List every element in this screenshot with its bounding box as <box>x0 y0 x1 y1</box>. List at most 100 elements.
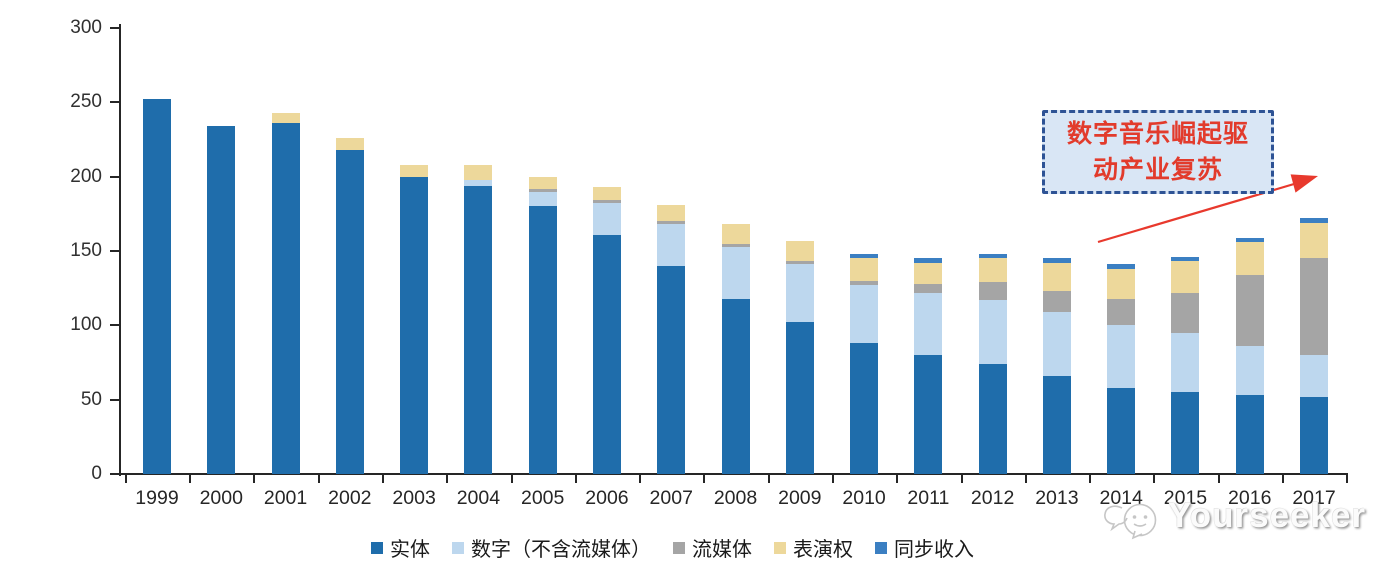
x-axis-tick <box>767 475 770 483</box>
bar-segment-实体-2011 <box>914 355 943 474</box>
bar-segment-实体-2002 <box>335 149 364 474</box>
y-axis-tick <box>110 175 121 178</box>
bar-segment-同步收入-2014 <box>1107 264 1136 269</box>
x-axis-label-2014: 2014 <box>1099 487 1143 509</box>
bar-segment-实体-2015 <box>1171 392 1200 474</box>
bar-segment-数字（不含流媒体）-2010 <box>850 285 879 344</box>
watermark: Yourseeker <box>1102 496 1366 546</box>
bar-segment-表演权-2015 <box>1171 261 1200 293</box>
bar-segment-流媒体-2010 <box>850 280 879 286</box>
bar-segment-实体-2004 <box>464 185 493 474</box>
x-axis-label-2005: 2005 <box>520 487 565 509</box>
bar-segment-表演权-2017 <box>1300 222 1329 259</box>
bar-segment-实体-2006 <box>592 234 621 474</box>
x-axis-label-2017: 2017 <box>1292 487 1336 509</box>
bar-segment-流媒体-2009 <box>785 261 814 265</box>
y-axis-label: 200 <box>70 165 102 187</box>
bar-segment-表演权-2011 <box>914 262 943 284</box>
bar-segment-数字（不含流媒体）-2007 <box>657 224 686 266</box>
x-axis-label-1999: 1999 <box>135 487 179 509</box>
legend-swatch-icon <box>875 541 887 554</box>
x-axis-tick <box>831 475 834 483</box>
x-axis-tick <box>1089 475 1092 483</box>
x-axis-label-2000: 2000 <box>199 487 243 509</box>
bar-segment-表演权-2012 <box>978 258 1007 283</box>
bar-segment-表演权-2002 <box>335 138 364 150</box>
legend-swatch-icon <box>774 541 786 554</box>
legend-swatch-icon <box>452 541 464 554</box>
watermark-text: Yourseeker <box>1168 496 1367 535</box>
bar-segment-表演权-2003 <box>400 164 429 177</box>
bar-segment-实体-2014 <box>1107 387 1136 474</box>
x-axis-label-2004: 2004 <box>456 487 501 509</box>
bar-segment-表演权-2016 <box>1235 242 1264 275</box>
bar-segment-数字（不含流媒体）-2005 <box>528 191 557 207</box>
bar-segment-数字（不含流媒体）-2015 <box>1171 332 1200 393</box>
legend-item-同步收入: 同步收入 <box>875 533 974 562</box>
x-axis-label-2003: 2003 <box>392 487 436 509</box>
bar-segment-实体-2009 <box>785 322 814 474</box>
x-axis-label-2007: 2007 <box>649 487 693 509</box>
legend-item-流媒体: 流媒体 <box>673 533 752 562</box>
bar-segment-表演权-2010 <box>850 258 879 281</box>
x-axis-tick <box>510 475 513 483</box>
x-axis-tick <box>124 475 127 483</box>
bar-segment-实体-2008 <box>721 298 750 474</box>
x-axis-tick <box>639 475 642 483</box>
bar-segment-表演权-2006 <box>592 187 621 201</box>
x-axis-tick <box>381 475 384 483</box>
y-axis-tick <box>110 27 121 29</box>
y-axis-label: 300 <box>70 17 102 38</box>
x-axis-tick <box>703 475 706 483</box>
bar-segment-同步收入-2012 <box>978 253 1007 259</box>
bar-segment-流媒体-2007 <box>657 221 686 225</box>
x-axis-tick <box>1281 475 1284 483</box>
x-axis-label-2009: 2009 <box>778 487 822 509</box>
legend: 实体 数字（不含流媒体） 流媒体 表演权 同步收入 <box>0 533 1345 562</box>
bar-segment-实体-2000 <box>207 126 236 474</box>
bar-segment-流媒体-2014 <box>1107 298 1136 326</box>
bar-segment-实体-2003 <box>400 176 429 474</box>
x-axis-label-2011: 2011 <box>907 487 950 509</box>
legend-swatch-icon <box>371 541 383 554</box>
bar-segment-数字（不含流媒体）-2011 <box>914 292 943 356</box>
bar-segment-数字（不含流媒体）-2014 <box>1107 325 1136 388</box>
y-axis-label: 150 <box>70 240 102 261</box>
bar-segment-实体-2013 <box>1042 375 1071 474</box>
y-axis-tick <box>110 473 121 475</box>
x-axis-tick <box>1024 475 1027 483</box>
bar-segment-同步收入-2015 <box>1171 256 1200 262</box>
bar-segment-流媒体-2008 <box>721 243 750 247</box>
x-axis-label-2006: 2006 <box>585 487 629 509</box>
bar-segment-表演权-2001 <box>271 112 300 124</box>
x-axis-label-2010: 2010 <box>842 487 886 509</box>
bar-segment-流媒体-2005 <box>528 188 557 192</box>
legend-item-表演权: 表演权 <box>774 533 853 562</box>
legend-item-实体: 实体 <box>371 533 430 562</box>
bar-segment-同步收入-2016 <box>1235 237 1264 243</box>
x-axis-label-2001: 2001 <box>263 487 308 509</box>
bar-segment-数字（不含流媒体）-2016 <box>1235 346 1264 396</box>
bar-segment-表演权-2013 <box>1042 262 1071 292</box>
bar-segment-实体-2017 <box>1300 396 1329 474</box>
legend-label: 流媒体 <box>692 539 752 561</box>
bar-segment-表演权-2014 <box>1107 268 1136 299</box>
bar-segment-流媒体-2012 <box>978 282 1007 301</box>
bar-segment-数字（不含流媒体）-2009 <box>785 264 814 323</box>
bar-segment-同步收入-2011 <box>914 258 943 263</box>
x-axis-tick <box>446 475 449 483</box>
bar-segment-流媒体-2016 <box>1235 274 1264 347</box>
bar-segment-表演权-2005 <box>528 176 557 189</box>
y-axis-tick <box>110 398 121 401</box>
x-axis-tick <box>253 475 256 483</box>
bar-segment-同步收入-2013 <box>1042 258 1071 263</box>
annotation-line2: 动产业复苏 <box>1092 156 1223 184</box>
bar-segment-实体-2005 <box>528 206 557 474</box>
legend-swatch-icon <box>673 541 685 554</box>
y-axis-label: 0 <box>91 463 102 484</box>
bar-segment-实体-2007 <box>657 265 686 474</box>
bar-segment-流媒体-2015 <box>1171 292 1200 333</box>
bar-segment-数字（不含流媒体）-2008 <box>721 246 750 299</box>
x-axis-label-2012: 2012 <box>970 487 1015 509</box>
